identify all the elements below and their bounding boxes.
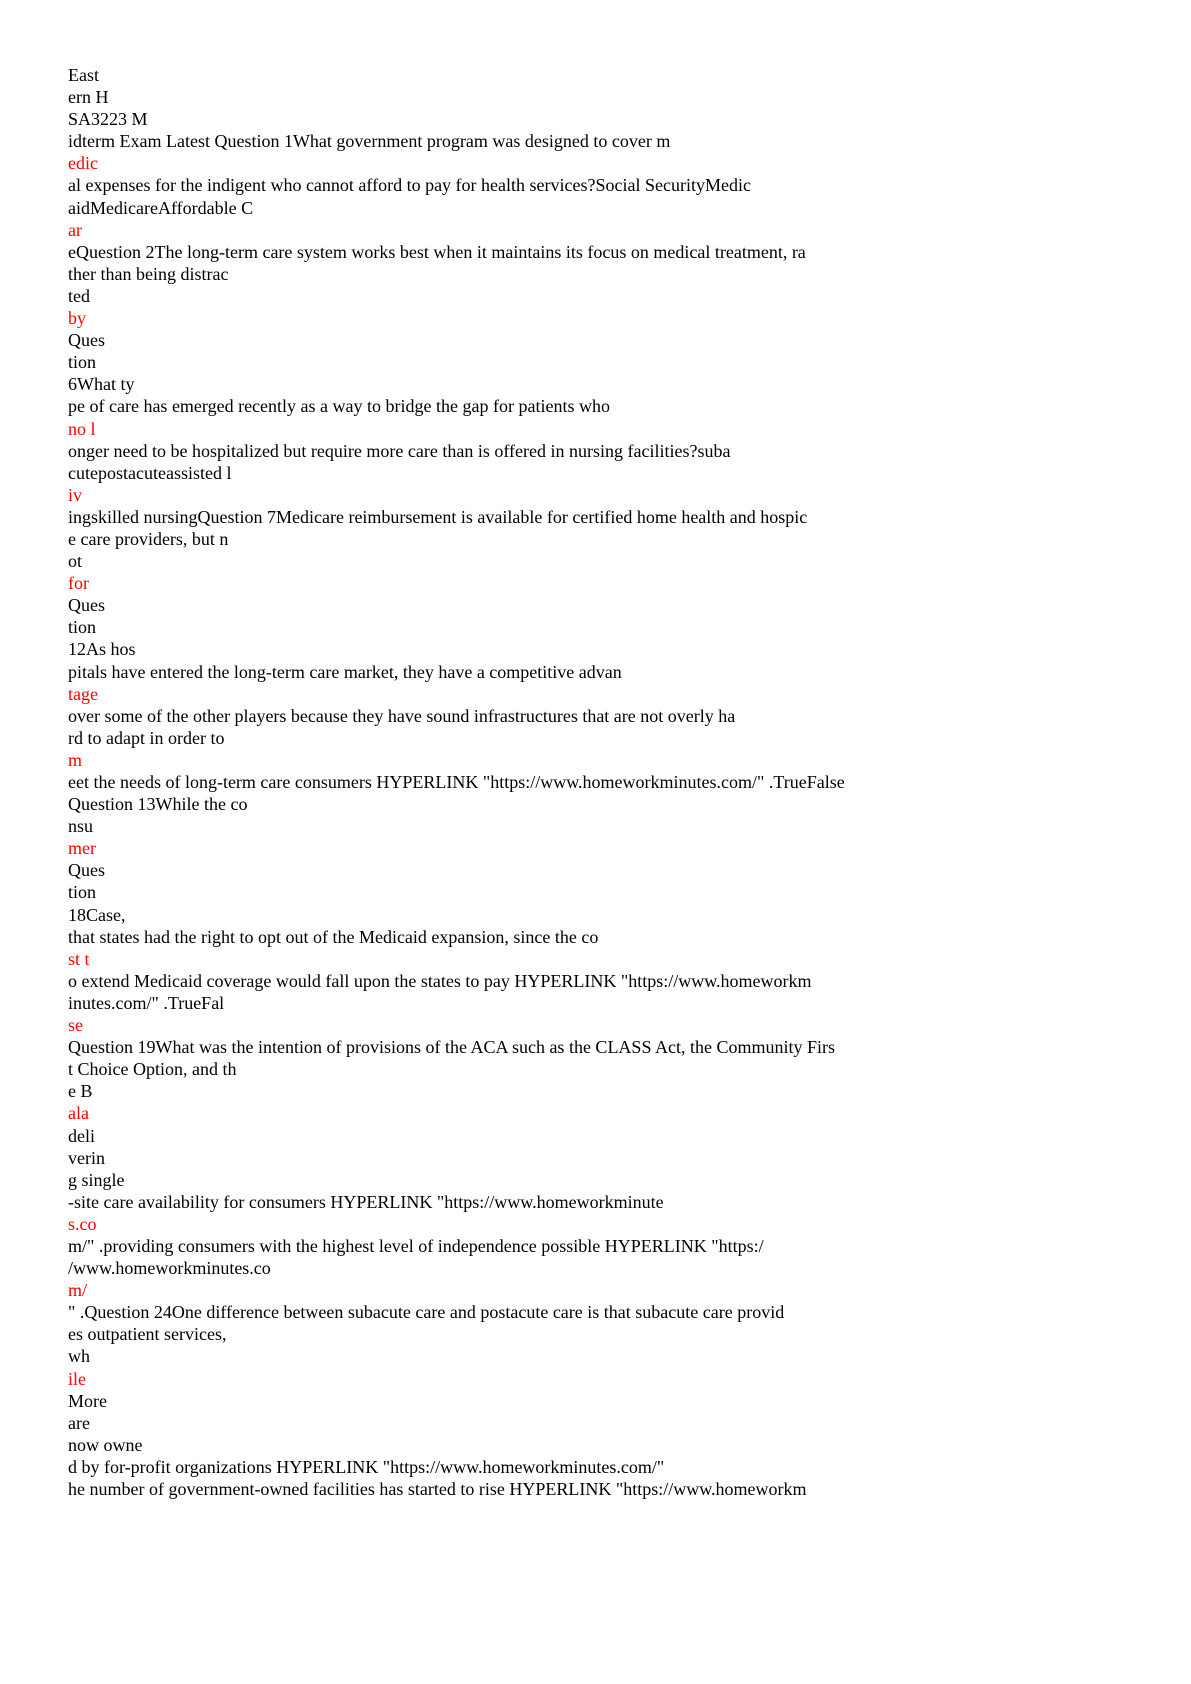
- text-line: nsu: [68, 816, 94, 837]
- highlighted-text-line: tage: [68, 683, 98, 704]
- text-line: inutes.com/" .TrueFal: [68, 992, 225, 1013]
- text-line: tion: [68, 882, 97, 903]
- highlighted-text-line: no l: [68, 418, 96, 439]
- text-line: SA3223 M: [68, 109, 148, 130]
- text-line: ern H: [68, 87, 109, 108]
- text-line: tion: [68, 617, 97, 638]
- text-line: Ques: [68, 860, 105, 881]
- text-line: More: [68, 1390, 107, 1411]
- highlighted-text-line: m/: [68, 1280, 88, 1301]
- text-line: m/" .providing consumers with the highes…: [68, 1235, 764, 1256]
- text-line: pitals have entered the long-term care m…: [68, 661, 622, 682]
- highlighted-text-line: ar: [68, 219, 82, 240]
- text-line: Question 19What was the intention of pro…: [68, 1037, 835, 1058]
- highlighted-text-line: s.co: [68, 1213, 97, 1234]
- text-line: idterm Exam Latest Question 1What govern…: [68, 131, 671, 152]
- highlighted-text-line: mer: [68, 838, 96, 859]
- highlighted-text-line: iv: [68, 484, 83, 505]
- text-line: deli: [68, 1125, 95, 1146]
- text-line: aidMedicareAffordable C: [68, 197, 254, 218]
- text-line: Ques: [68, 595, 105, 616]
- text-line: wh: [68, 1346, 90, 1367]
- text-line: 18Case,: [68, 904, 126, 925]
- text-line: tion: [68, 352, 97, 373]
- text-line: Question 13While the co: [68, 794, 248, 815]
- text-line: cutepostacuteassisted l: [68, 462, 232, 483]
- highlighted-text-line: ile: [68, 1368, 86, 1389]
- text-line: ted: [68, 285, 90, 306]
- text-line: verin: [68, 1147, 105, 1168]
- text-line: are: [68, 1412, 90, 1433]
- text-line: now owne: [68, 1434, 143, 1455]
- text-line: East: [68, 65, 99, 85]
- text-line: rd to adapt in order to: [68, 727, 225, 748]
- text-line: o extend Medicaid coverage would fall up…: [68, 970, 812, 991]
- text-line: that states had the right to opt out of …: [68, 926, 599, 947]
- highlighted-text-line: se: [68, 1015, 83, 1036]
- text-line: al expenses for the indigent who cannot …: [68, 175, 751, 196]
- highlighted-text-line: for: [68, 573, 89, 594]
- text-line: " .Question 24One difference between sub…: [68, 1302, 785, 1323]
- text-line: ther than being distrac: [68, 263, 229, 284]
- text-line: /www.homeworkminutes.co: [68, 1258, 271, 1279]
- text-line: eet the needs of long-term care consumer…: [68, 772, 845, 792]
- text-line: e B: [68, 1081, 93, 1102]
- text-line: ingskilled nursingQuestion 7Medicare rei…: [68, 506, 808, 527]
- highlighted-text-line: m: [68, 749, 83, 770]
- text-line: Ques: [68, 330, 105, 351]
- text-line: ot: [68, 551, 83, 572]
- text-line: 12As hos: [68, 639, 136, 660]
- highlighted-text-line: st t: [68, 948, 90, 969]
- text-line: onger need to be hospitalized but requir…: [68, 440, 731, 461]
- text-line: over some of the other players because t…: [68, 705, 736, 726]
- text-line: g single: [68, 1169, 125, 1190]
- text-line: e care providers, but n: [68, 528, 229, 549]
- text-line: -site care availability for consumers HY…: [68, 1191, 664, 1212]
- text-line: es outpatient services,: [68, 1324, 227, 1345]
- text-line: d by for-profit organizations HYPERLINK …: [68, 1456, 665, 1477]
- highlighted-text-line: ala: [68, 1103, 89, 1124]
- text-line: eQuestion 2The long-term care system wor…: [68, 241, 806, 262]
- text-line: 6What ty: [68, 374, 135, 395]
- text-line: t Choice Option, and th: [68, 1059, 237, 1080]
- highlighted-text-line: by: [68, 308, 86, 329]
- text-line: pe of care has emerged recently as a way…: [68, 396, 610, 417]
- text-line: he number of government-owned facilities…: [68, 1479, 807, 1499]
- highlighted-text-line: edic: [68, 153, 98, 174]
